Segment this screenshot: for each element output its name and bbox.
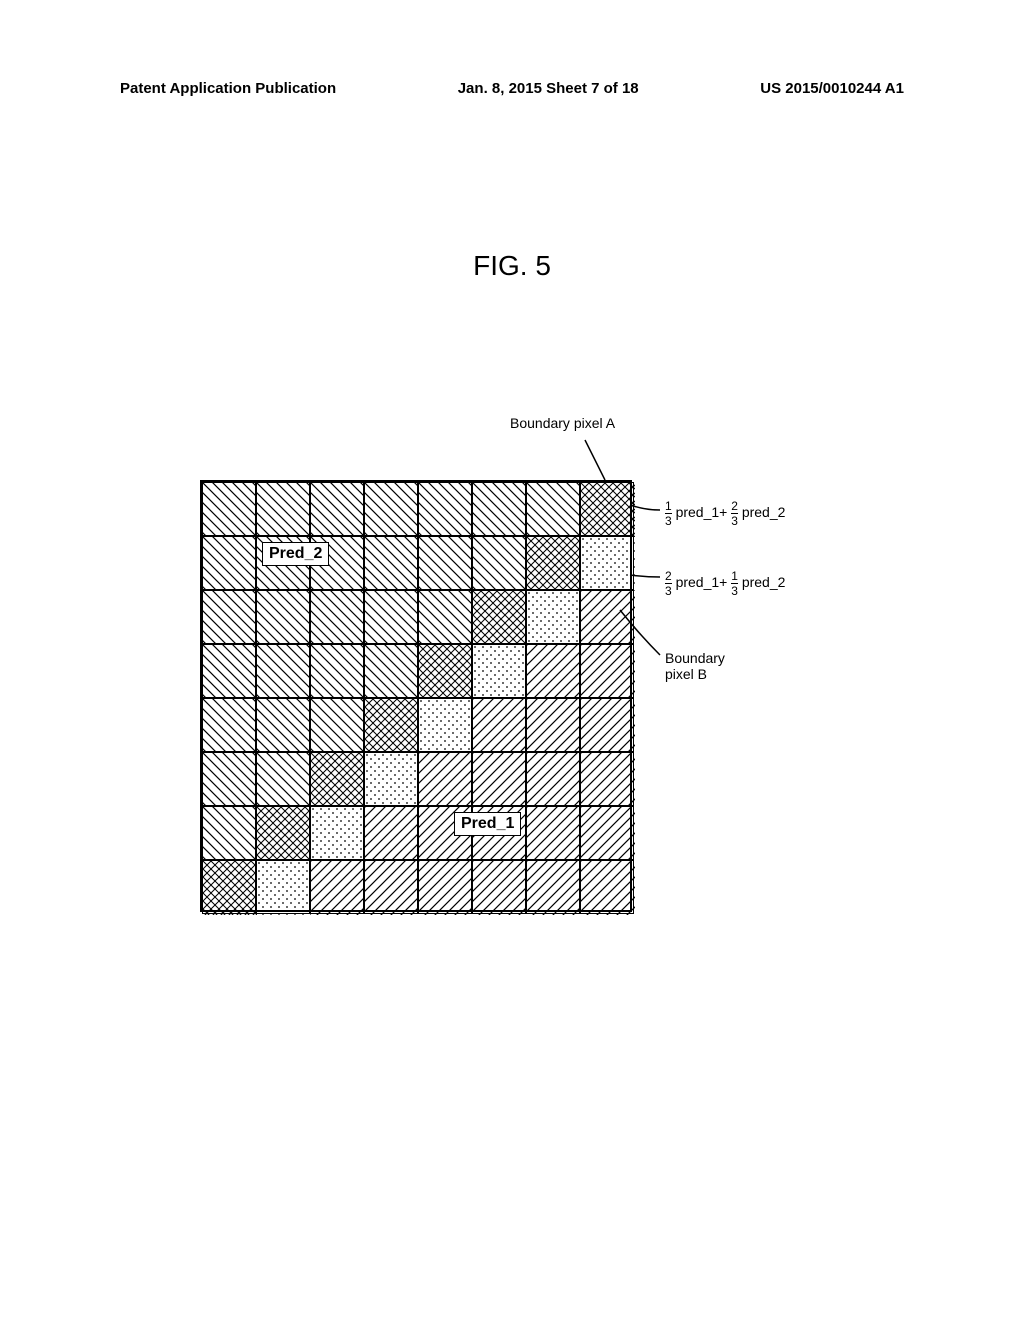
grid-cell <box>418 482 472 536</box>
grid-cell <box>364 860 418 914</box>
page-header: Patent Application Publication Jan. 8, 2… <box>0 80 1024 97</box>
grid-cell <box>526 698 580 752</box>
grid-cell <box>580 752 634 806</box>
grid-cell <box>310 698 364 752</box>
grid-cell <box>418 698 472 752</box>
grid-cell <box>310 644 364 698</box>
header-right: US 2015/0010244 A1 <box>760 80 904 97</box>
grid-cell <box>256 482 310 536</box>
grid-cell <box>364 482 418 536</box>
grid-cell <box>202 590 256 644</box>
grid-cell <box>580 536 634 590</box>
grid-cell <box>310 860 364 914</box>
grid-cell <box>526 806 580 860</box>
leader-line-formula-1 <box>630 500 670 520</box>
grid-cell <box>256 752 310 806</box>
pred-1-label: Pred_1 <box>454 812 521 836</box>
header-left: Patent Application Publication <box>120 80 336 97</box>
diagram-container: Boundary pixel A Pred_2 Pred_1 13 pred_1… <box>200 480 632 912</box>
grid-cell <box>364 698 418 752</box>
boundary-pixel-a-label: Boundary pixel A <box>510 415 615 431</box>
grid-cell <box>472 536 526 590</box>
grid-cell <box>580 698 634 752</box>
formula-2: 23 pred_1+ 13 pred_2 <box>665 570 785 597</box>
grid-cell <box>472 482 526 536</box>
grid-cell <box>202 698 256 752</box>
grid-cell <box>472 644 526 698</box>
grid-cell <box>310 806 364 860</box>
grid-cell <box>418 590 472 644</box>
grid-cell <box>364 806 418 860</box>
grid-cell <box>364 644 418 698</box>
grid-cell <box>526 644 580 698</box>
grid-cell <box>526 536 580 590</box>
grid-cell <box>256 860 310 914</box>
grid-cell <box>472 698 526 752</box>
grid-cell <box>580 860 634 914</box>
grid-cell <box>418 860 472 914</box>
grid-cell <box>310 752 364 806</box>
grid-cell <box>526 860 580 914</box>
grid-cell <box>526 590 580 644</box>
grid-cell <box>364 536 418 590</box>
grid-cell <box>202 482 256 536</box>
grid-cell <box>418 644 472 698</box>
grid-cell <box>202 536 256 590</box>
grid-cell <box>256 590 310 644</box>
grid-cell <box>310 482 364 536</box>
header-center: Jan. 8, 2015 Sheet 7 of 18 <box>458 80 639 97</box>
grid-cell <box>202 806 256 860</box>
leader-line-formula-2 <box>630 565 670 585</box>
grid-cell <box>472 860 526 914</box>
grid-cell <box>526 482 580 536</box>
grid-cell <box>580 806 634 860</box>
grid-cell <box>418 752 472 806</box>
grid-cell <box>202 644 256 698</box>
grid-cell <box>256 806 310 860</box>
grid-cell <box>472 590 526 644</box>
grid-cell <box>580 482 634 536</box>
grid-cell <box>364 752 418 806</box>
boundary-pixel-b-label: Boundary pixel B <box>665 650 725 682</box>
grid-cell <box>202 860 256 914</box>
grid-cell <box>256 644 310 698</box>
grid-cell <box>526 752 580 806</box>
grid-cell <box>310 590 364 644</box>
grid-cell <box>256 698 310 752</box>
figure-title: FIG. 5 <box>473 250 551 282</box>
grid-cell <box>364 590 418 644</box>
formula-1: 13 pred_1+ 23 pred_2 <box>665 500 785 527</box>
leader-line-boundary-b <box>620 610 670 660</box>
grid-cell <box>418 536 472 590</box>
grid-cell <box>472 752 526 806</box>
pred-2-label: Pred_2 <box>262 542 329 566</box>
grid-cell <box>202 752 256 806</box>
